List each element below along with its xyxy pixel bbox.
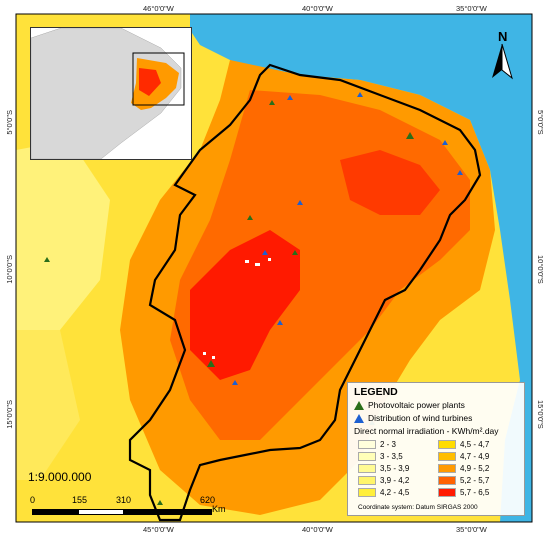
- scale-unit: Km: [212, 504, 226, 514]
- legend-class: 2 - 3: [358, 440, 396, 449]
- red-zone-center: [190, 230, 300, 380]
- legend-class-label: 3,9 - 4,2: [380, 476, 410, 485]
- pv-marker: [269, 100, 275, 105]
- legend-class: 4,9 - 5,2: [438, 464, 489, 473]
- legend-swatch: [358, 476, 376, 485]
- coord-bottom-1: 45°0'0"W: [143, 525, 174, 534]
- legend: LEGEND Photovoltaic power plants Distrib…: [347, 382, 525, 516]
- wind-triangle-icon: [354, 413, 364, 423]
- wind-marker: [442, 140, 448, 145]
- inset-red-region: [139, 68, 161, 96]
- north-arrow-left: [492, 44, 502, 78]
- legend-swatch: [438, 488, 456, 497]
- scale-tick: 310: [116, 495, 132, 505]
- legend-class-label: 4,2 - 4,5: [380, 488, 410, 497]
- scale-segment: [78, 509, 124, 515]
- pv-marker: [157, 500, 163, 505]
- legend-wind-row: Distribution of wind turbines: [354, 413, 472, 423]
- speckle: [212, 356, 215, 359]
- legend-swatch: [438, 476, 456, 485]
- legend-class-label: 4,7 - 4,9: [460, 452, 490, 461]
- wind-marker: [232, 380, 238, 385]
- legend-class: 5,7 - 6,5: [438, 488, 489, 497]
- speckle: [245, 260, 249, 263]
- yellow-zone-sw: [16, 330, 80, 480]
- legend-class-label: 4,9 - 5,2: [460, 464, 490, 473]
- legend-pv-label: Photovoltaic power plants: [368, 400, 465, 410]
- map-body: [16, 14, 532, 522]
- scale-ratio: 1:9.000.000: [28, 470, 92, 484]
- red-zone-small: [255, 275, 290, 320]
- legend-class: 3 - 3,5: [358, 452, 403, 461]
- scale-tick: 0: [30, 495, 36, 505]
- light-yellow-zone: [16, 140, 110, 330]
- coord-top-1: 46°0'0"W: [143, 4, 174, 13]
- inset-extent-box: [132, 52, 185, 106]
- legend-swatch: [438, 464, 456, 473]
- scale-tick: 620: [200, 495, 216, 505]
- legend-class-label: 2 - 3: [380, 440, 397, 449]
- legend-class: 3,9 - 4,2: [358, 476, 409, 485]
- north-arrow: N: [484, 28, 524, 83]
- legend-class: 5,2 - 5,7: [438, 476, 489, 485]
- pv-marker: [406, 132, 414, 139]
- coord-top-2: 40°0'0"W: [302, 4, 333, 13]
- legend-class-label: 5,7 - 6,5: [460, 488, 490, 497]
- legend-class-label: 3,5 - 3,9: [380, 464, 410, 473]
- pv-marker: [247, 215, 253, 220]
- coord-right-2: 10°0'0"S: [536, 255, 545, 284]
- legend-swatch: [358, 452, 376, 461]
- legend-swatch: [358, 440, 376, 449]
- coord-right-1: 5°0'0"S: [536, 110, 545, 135]
- coord-bottom-2: 40°0'0"W: [302, 525, 333, 534]
- pv-marker: [207, 360, 215, 367]
- scale-tick: 155: [72, 495, 88, 505]
- wind-marker: [277, 320, 283, 325]
- legend-class: 4,2 - 4,5: [358, 488, 409, 497]
- wind-marker: [297, 200, 303, 205]
- speckle: [203, 352, 206, 355]
- study-area-boundary: [128, 63, 482, 522]
- scale-segment: [32, 509, 78, 515]
- map-border: [15, 13, 533, 523]
- legend-class-label: 4,5 - 4,7: [460, 440, 490, 449]
- coord-left-1: 5°0'0"S: [5, 110, 14, 135]
- wind-markers: [232, 92, 463, 385]
- coord-top-3: 35°0'0"W: [456, 4, 487, 13]
- wind-marker: [262, 250, 268, 255]
- coord-left-3: 15°0'0"S: [5, 400, 14, 429]
- legend-footer: Coordinate system: Datum SIRGAS 2000: [358, 504, 478, 511]
- speckle: [255, 263, 260, 266]
- coord-left-2: 10°0'0"S: [5, 255, 14, 284]
- coord-bottom-3: 35°0'0"W: [456, 525, 487, 534]
- north-letter: N: [498, 29, 507, 44]
- inset-map: [30, 27, 192, 160]
- legend-swatch: [438, 452, 456, 461]
- scale-bar: 1:9.000.000 0 155 310 620 Km: [28, 470, 328, 520]
- scale-segment: [124, 509, 212, 515]
- pv-triangle-icon: [354, 400, 364, 410]
- legend-class-label: 5,2 - 5,7: [460, 476, 490, 485]
- legend-class: 4,5 - 4,7: [438, 440, 489, 449]
- legend-swatch: [358, 464, 376, 473]
- legend-class: 3,5 - 3,9: [358, 464, 409, 473]
- legend-class: 4,7 - 4,9: [438, 452, 489, 461]
- speckle: [268, 258, 271, 261]
- wind-marker: [457, 170, 463, 175]
- legend-pv-row: Photovoltaic power plants: [354, 400, 465, 410]
- north-arrow-right: [501, 43, 513, 80]
- legend-swatch: [438, 440, 456, 449]
- legend-irradiation-title: Direct normal irradiation - KWh/m².day: [354, 426, 499, 436]
- red-zone-ne: [340, 150, 440, 215]
- wind-marker: [357, 92, 363, 97]
- legend-wind-label: Distribution of wind turbines: [368, 413, 473, 423]
- coord-right-3: 15°0'0"S: [536, 400, 545, 429]
- wind-marker: [287, 95, 293, 100]
- pv-marker: [44, 257, 50, 262]
- legend-title: LEGEND: [354, 386, 398, 398]
- pv-marker: [292, 250, 298, 255]
- legend-class-label: 3 - 3,5: [380, 452, 403, 461]
- legend-swatch: [358, 488, 376, 497]
